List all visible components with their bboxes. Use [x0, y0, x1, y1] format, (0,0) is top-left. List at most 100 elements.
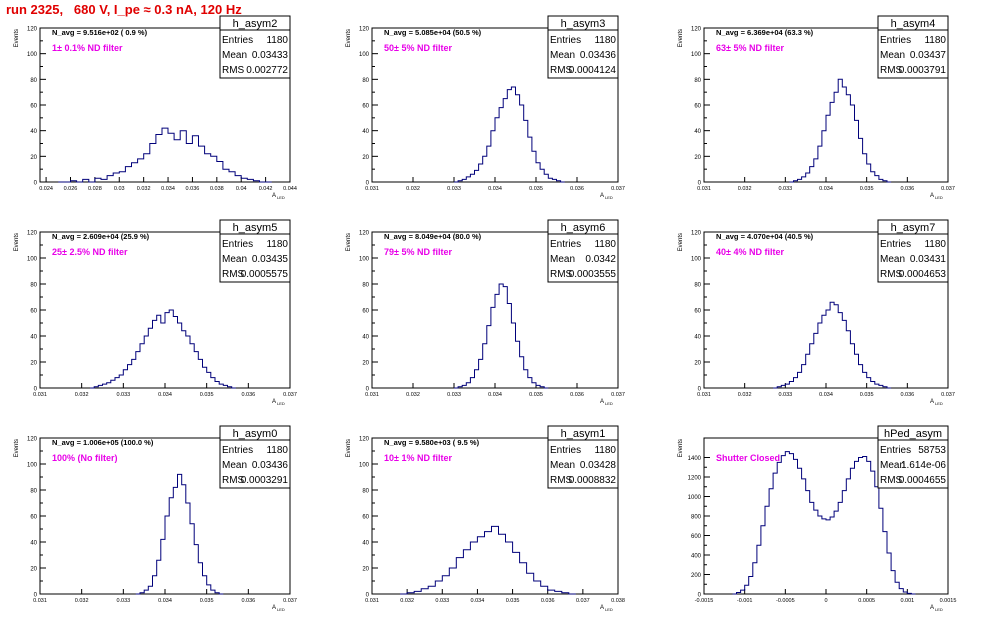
stats-value: 0.0342	[585, 254, 616, 265]
y-tick-label: 100	[27, 52, 38, 58]
y-tick-label: 100	[359, 257, 370, 263]
x-tick-label: 0.031	[365, 392, 379, 398]
x-axis-label: A	[272, 605, 276, 611]
x-tick-label: -0.001	[737, 598, 753, 604]
x-tick-label: 0.036	[241, 598, 255, 604]
y-tick-label: 100	[359, 463, 370, 469]
navg-label: N_avg = 8.049e+04 (80.0 %)	[384, 232, 482, 241]
x-tick-label: 0.033	[778, 186, 792, 192]
x-tick-label: 0.033	[435, 598, 449, 604]
x-tick-label: 0.034	[488, 186, 502, 192]
y-tick-label: 120	[691, 231, 702, 237]
x-tick-label: 0.036	[186, 186, 200, 192]
x-tick-label: 0.033	[778, 392, 792, 398]
stats-value: 1180	[594, 239, 616, 250]
stats-label: Mean	[222, 50, 247, 61]
y-tick-label: 60	[362, 309, 369, 315]
stats-label: RMS	[222, 475, 245, 486]
y-tick-label: 40	[362, 541, 369, 547]
stats-value: 1180	[594, 35, 616, 46]
y-axis-label: Events	[678, 233, 684, 251]
stats-box	[547, 15, 619, 79]
x-tick-label: 0.037	[576, 598, 590, 604]
x-tick-label: 0.031	[365, 186, 379, 192]
filter-annotation: 63± 5% ND filter	[716, 43, 784, 53]
filter-annotation: 40± 4% ND filter	[716, 247, 784, 257]
y-tick-label: 60	[694, 104, 701, 110]
y-axis-label: Events	[14, 439, 20, 457]
x-tick-label: 0.036	[241, 392, 255, 398]
y-tick-label: 0	[34, 593, 38, 599]
x-tick-label: -0.0015	[695, 598, 714, 604]
x-tick-label: 0.035	[200, 598, 214, 604]
x-axis-label-subscript: LED	[935, 401, 943, 406]
stats-label: Mean	[880, 50, 905, 61]
y-tick-label: 0	[698, 387, 702, 393]
histogram-title: h_asym7	[891, 222, 936, 234]
x-tick-label: 0.031	[33, 392, 47, 398]
stats-value: 1180	[594, 445, 616, 456]
x-tick-label: 0.032	[406, 186, 420, 192]
histogram-panel-h_asym1: 0 20 40 60 80 100 120 Events 0.031 0.032 0.033 0.03…	[346, 425, 625, 612]
stats-box	[219, 219, 291, 283]
x-tick-label: 0.038	[611, 598, 625, 604]
x-axis-label-subscript: LED	[605, 607, 613, 612]
stats-label: Mean	[550, 460, 575, 471]
x-tick-label: 0.036	[900, 392, 914, 398]
x-tick-label: 0.033	[116, 598, 130, 604]
histogram-panel-h_asym2: 0 20 40 60 80 100 120 Events 0.024 0.026 0.028 0.03…	[14, 15, 297, 200]
histogram-line	[58, 127, 272, 183]
x-tick-label: 0.032	[137, 186, 151, 192]
navg-label: N_avg = 5.085e+04 (50.5 %)	[384, 28, 482, 37]
y-tick-label: 40	[694, 335, 701, 341]
histogram-panel-h_asym3: 0 20 40 60 80 100 120 Events 0.031 0.032 0.033 0.03…	[346, 15, 625, 200]
x-axis-label-subscript: LED	[277, 401, 285, 406]
x-tick-label: 0.031	[697, 186, 711, 192]
x-tick-label: 0.037	[283, 598, 297, 604]
histogram-line	[454, 86, 565, 183]
histogram-panel-h_asym5: 0 20 40 60 80 100 120 Events 0.031 0.032 0.033 0.03…	[14, 219, 297, 406]
y-tick-label: 100	[27, 463, 38, 469]
y-axis-label: Events	[346, 439, 352, 457]
y-tick-label: 120	[27, 437, 38, 443]
filter-annotation: 25± 2.5% ND filter	[52, 247, 128, 257]
x-tick-label: 0.031	[33, 598, 47, 604]
x-tick-label: -0.0005	[776, 598, 795, 604]
stats-value: 0.03436	[580, 50, 617, 61]
x-tick-label: 0.03	[114, 186, 125, 192]
y-tick-label: 40	[30, 335, 37, 341]
histogram-panel-h_asym6: 0 20 40 60 80 100 120 Events 0.031 0.032 0.033 0.03…	[346, 219, 625, 406]
stats-value: 0.03436	[252, 460, 289, 471]
x-tick-label: 0.035	[860, 392, 874, 398]
y-tick-label: 0	[366, 593, 370, 599]
stats-value: 0.03428	[580, 460, 617, 471]
x-tick-label: 0.042	[259, 186, 273, 192]
x-tick-label: 0.034	[471, 598, 485, 604]
y-tick-label: 20	[30, 155, 37, 161]
y-tick-label: 20	[362, 155, 369, 161]
stats-label: Entries	[550, 35, 581, 46]
x-tick-label: 0.034	[819, 392, 833, 398]
x-axis-label-subscript: LED	[935, 607, 943, 612]
filter-annotation: 100% (No filter)	[52, 453, 118, 463]
stats-box	[547, 425, 619, 489]
y-tick-label: 120	[691, 27, 702, 33]
histogram-title: h_asym0	[233, 428, 278, 440]
histogram-line	[400, 525, 576, 595]
filter-annotation: 50± 5% ND filter	[384, 43, 452, 53]
histogram-title: h_asym5	[233, 222, 278, 234]
y-tick-label: 0	[698, 593, 702, 599]
x-tick-label: 0.034	[488, 392, 502, 398]
stats-value: 0.03435	[252, 254, 289, 265]
filter-annotation: Shutter Closed	[716, 453, 780, 463]
y-tick-label: 20	[694, 361, 701, 367]
x-tick-label: 0.001	[900, 598, 914, 604]
stats-value: 0.0003555	[569, 269, 617, 280]
y-tick-label: 600	[691, 534, 702, 540]
stats-value: 0.03431	[910, 254, 947, 265]
y-tick-label: 120	[359, 27, 370, 33]
x-tick-label: 0.037	[941, 392, 955, 398]
stats-label: Mean	[550, 50, 575, 61]
x-tick-label: 0.028	[88, 186, 102, 192]
x-axis-label: A	[600, 605, 604, 611]
